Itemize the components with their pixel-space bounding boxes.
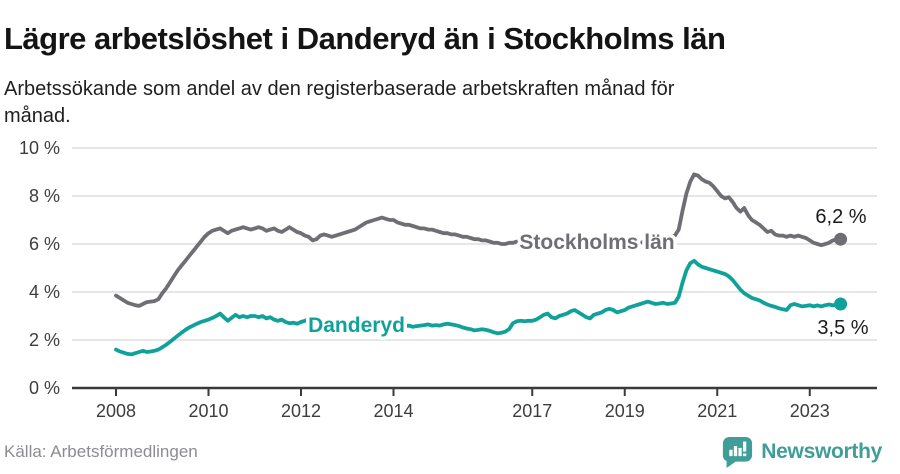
x-axis-tick-label: 2008	[96, 401, 136, 421]
source-text: Källa: Arbetsförmedlingen	[4, 442, 198, 461]
y-axis-tick-label: 4 %	[29, 282, 60, 302]
x-axis-tick-label: 2010	[188, 401, 228, 421]
subtitle-line-1: Arbetssökande som andel av den registerb…	[4, 78, 675, 100]
chart-footer: Källa: Arbetsförmedlingen Newsworthy	[4, 436, 882, 468]
series-label-danderyd: Danderyd	[308, 314, 405, 337]
end-value-label-danderyd: 3,5 %	[817, 317, 868, 339]
newsworthy-logo: Newsworthy	[722, 436, 882, 469]
series-label-stockholms-lan: Stockholms län	[519, 231, 674, 254]
end-dot-danderyd	[834, 297, 848, 311]
x-axis-tick-label: 2021	[697, 401, 737, 421]
x-axis-tick-label: 2023	[790, 401, 830, 421]
y-axis-tick-label: 6 %	[29, 234, 60, 254]
series-line-stockholms-lan	[114, 172, 843, 308]
x-axis-tick-label: 2014	[373, 401, 413, 421]
newsworthy-logo-icon	[723, 436, 753, 468]
end-dot-stockholms-lan	[834, 232, 848, 246]
x-axis-tick-label: 2019	[605, 401, 645, 421]
subtitle-line-2: månad.	[4, 105, 71, 127]
y-axis-tick-label: 2 %	[29, 330, 60, 350]
y-axis-tick-label: 10 %	[19, 138, 60, 158]
y-axis-tick-label: 8 %	[29, 186, 60, 206]
page-subtitle: Arbetssökande som andel av den registerb…	[4, 76, 854, 130]
end-value-label-stockholms-lan: 6,2 %	[815, 206, 866, 228]
x-axis-tick-label: 2017	[512, 401, 552, 421]
y-axis-tick-label: 0 %	[29, 378, 60, 398]
newsworthy-logo-text: Newsworthy	[761, 440, 882, 463]
page-title: Lägre arbetslöshet i Danderyd än i Stock…	[4, 20, 726, 56]
series-line-danderyd	[114, 258, 843, 357]
x-axis-tick-label: 2012	[281, 401, 321, 421]
